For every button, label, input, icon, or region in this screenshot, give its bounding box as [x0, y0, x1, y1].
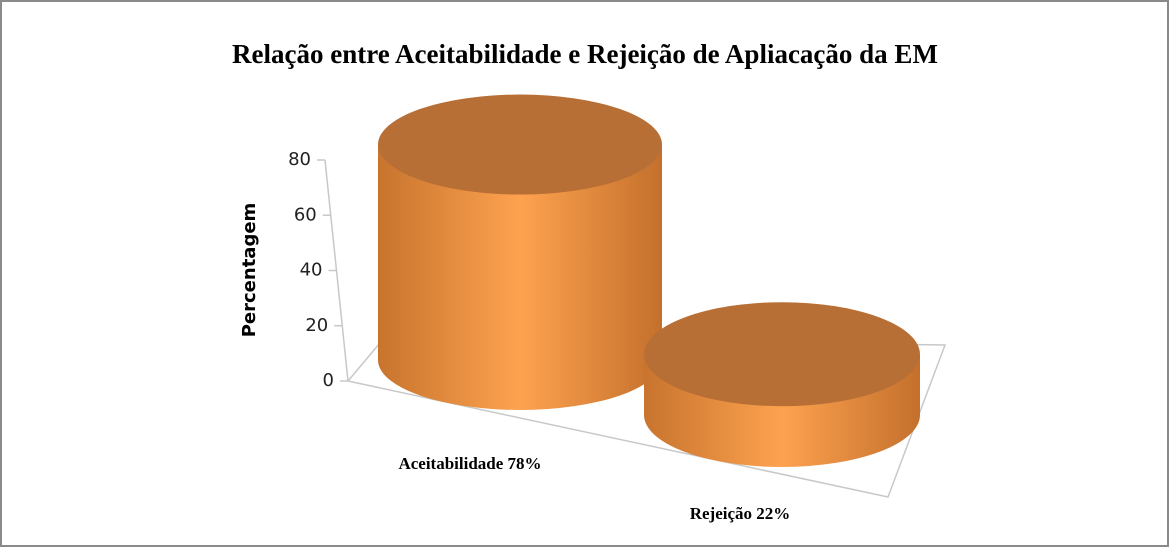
x-tick-label: Rejeição 22%	[690, 504, 791, 523]
y-tick-label: 60	[294, 204, 317, 225]
y-tick-label: 80	[288, 149, 311, 170]
y-axis-label: Percentagem	[239, 203, 260, 338]
y-tick-label: 0	[323, 370, 334, 391]
chart-title: Relação entre Aceitabilidade e Rejeição …	[232, 39, 938, 69]
cylinder	[378, 144, 662, 410]
x-tick-label: Aceitabilidade 78%	[398, 454, 541, 473]
y-tick-label: 40	[300, 260, 323, 281]
cylinder-top	[378, 94, 662, 195]
cylinder-top	[644, 302, 920, 407]
y-tick-label: 20	[305, 315, 328, 336]
